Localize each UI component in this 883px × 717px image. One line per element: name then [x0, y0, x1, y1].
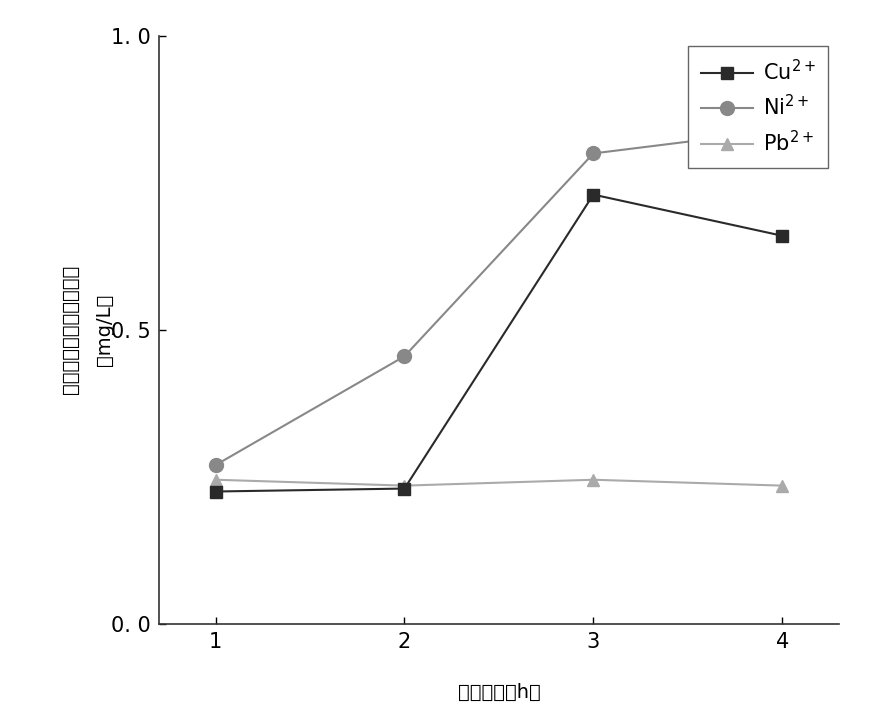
Legend: Cu$^{2+}$, Ni$^{2+}$, Pb$^{2+}$: Cu$^{2+}$, Ni$^{2+}$, Pb$^{2+}$: [688, 47, 828, 168]
Text: 滤液中剩余金属离子浓度: 滤液中剩余金属离子浓度: [61, 265, 80, 394]
Text: 吸附时间（h）: 吸附时间（h）: [457, 683, 540, 701]
Text: （mg/L）: （mg/L）: [95, 294, 114, 366]
